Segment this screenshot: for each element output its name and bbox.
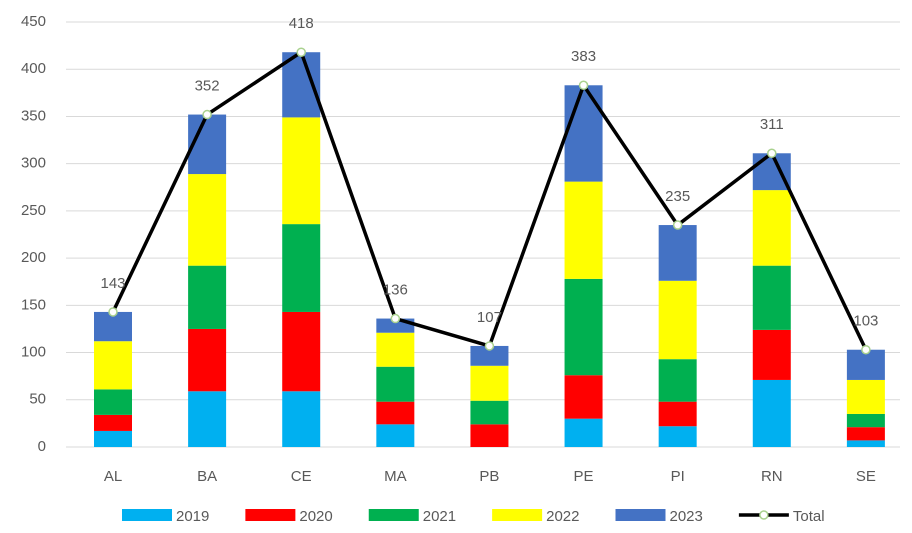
bar-segment	[846, 427, 885, 441]
legend-swatch	[245, 509, 296, 521]
bar-segment	[376, 401, 415, 425]
bar-segment	[658, 280, 697, 360]
data-label: 107	[477, 309, 502, 326]
bar-segment	[470, 365, 509, 401]
bar-segment	[94, 430, 132, 447]
bar-segment	[376, 332, 415, 367]
legend-swatch	[368, 509, 419, 521]
x-tick-label: SE	[856, 468, 876, 485]
bar-segment	[470, 345, 509, 366]
total-marker	[672, 220, 683, 230]
bar-segment	[188, 174, 227, 266]
total-marker	[108, 307, 118, 317]
bar-segment	[470, 424, 509, 447]
legend-swatch	[615, 509, 666, 521]
legend-label: 2020	[299, 508, 332, 525]
bar-segment	[846, 349, 885, 380]
x-tick-label: AL	[104, 468, 122, 485]
y-tick-label: 200	[21, 249, 46, 266]
bar-segment	[282, 391, 321, 447]
data-label: 311	[760, 116, 784, 133]
data-label: 235	[665, 188, 690, 205]
y-tick-label: 150	[21, 296, 46, 313]
bar-segment	[94, 414, 132, 431]
total-marker	[484, 341, 495, 351]
bar-segment	[846, 440, 885, 447]
legend-label: 2019	[176, 508, 209, 525]
bar-segment	[376, 366, 415, 402]
bar-segment	[188, 265, 227, 329]
total-marker	[861, 344, 871, 355]
bar-segment	[658, 401, 697, 427]
data-label: 136	[383, 282, 408, 299]
data-label: 143	[100, 275, 125, 292]
bar-segment	[846, 413, 885, 428]
x-tick-label: PI	[671, 468, 685, 485]
bar-segment	[564, 375, 603, 419]
bar-segment	[188, 391, 227, 447]
bar-segment	[94, 389, 132, 415]
bar-segment	[752, 329, 791, 380]
total-marker	[202, 109, 212, 120]
data-label: 418	[289, 15, 314, 32]
bar-segment	[846, 379, 885, 414]
data-label: 103	[853, 313, 878, 330]
x-tick-label: BA	[197, 468, 217, 485]
bar-segment	[658, 359, 697, 402]
bar-segment	[376, 424, 415, 447]
total-marker	[578, 80, 589, 91]
bar-segment	[282, 224, 321, 312]
total-marker	[390, 313, 401, 324]
x-tick-label: CE	[291, 468, 312, 485]
x-tick-label: MA	[384, 468, 407, 485]
bar-segment	[564, 181, 603, 279]
bar-segment	[658, 225, 697, 281]
bar-segment	[282, 311, 321, 392]
total-marker	[296, 47, 306, 57]
x-tick-label: RN	[761, 468, 783, 485]
bar-segment	[752, 379, 791, 447]
bar-segment	[94, 311, 132, 342]
y-tick-label: 350	[21, 107, 46, 124]
legend-label: Total	[793, 508, 825, 525]
data-label: 352	[195, 78, 220, 95]
legend-label: 2023	[670, 508, 703, 525]
bar-segment	[752, 190, 791, 266]
x-tick-label: PB	[479, 468, 499, 485]
bar-segment	[752, 153, 791, 191]
bar-segment	[282, 117, 321, 225]
legend-label: 2021	[423, 508, 456, 525]
bar-segment	[94, 341, 132, 390]
y-tick-label: 400	[21, 60, 46, 77]
data-label: 383	[571, 48, 596, 65]
bar-segment	[564, 418, 603, 447]
y-tick-label: 0	[38, 438, 46, 455]
bar-segment	[658, 426, 697, 447]
y-tick-label: 100	[21, 344, 46, 361]
legend-label: 2022	[546, 508, 579, 525]
total-marker	[767, 148, 777, 159]
legend-swatch	[122, 509, 172, 521]
y-tick-label: 50	[29, 391, 46, 408]
x-tick-label: PE	[574, 468, 594, 485]
legend-swatch	[759, 510, 769, 520]
bar-segment	[752, 265, 791, 330]
bar-segment	[564, 278, 603, 376]
legend-swatch	[492, 509, 543, 521]
y-tick-label: 450	[21, 13, 46, 30]
bar-segment	[564, 85, 603, 182]
bar-segment	[188, 328, 227, 392]
y-tick-label: 300	[21, 155, 46, 172]
bar-segment	[470, 400, 509, 425]
y-tick-label: 250	[21, 202, 46, 219]
